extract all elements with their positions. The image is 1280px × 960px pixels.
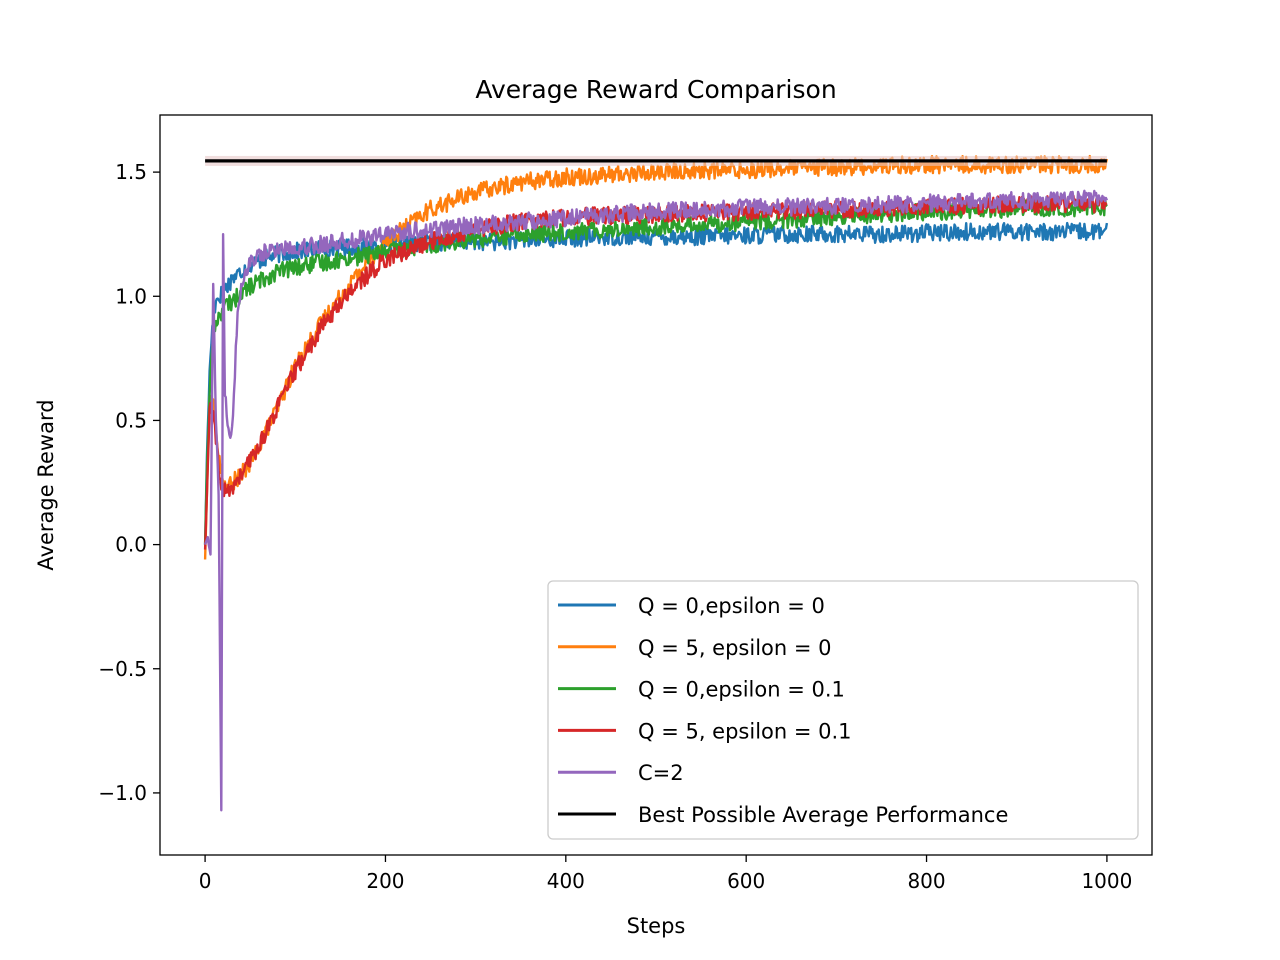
x-axis: 0 200 400 600 800 1000 [199, 855, 1132, 893]
x-tick-label: 0 [199, 869, 212, 893]
legend-label: Best Possible Average Performance [638, 803, 1008, 827]
x-tick-label: 800 [907, 869, 945, 893]
legend-label: Q = 5, epsilon = 0.1 [638, 719, 852, 743]
legend-label: Q = 0,epsilon = 0 [638, 594, 825, 618]
series-layer [203, 154, 1109, 812]
chart-title: Average Reward Comparison [475, 75, 836, 104]
legend: Q = 0,epsilon = 0 Q = 5, epsilon = 0 Q = 0… [547, 580, 1139, 840]
x-tick-label: 600 [727, 869, 765, 893]
legend-label: Q = 5, epsilon = 0 [638, 636, 832, 660]
y-tick-label: 0.0 [115, 533, 147, 557]
x-tick-label: 200 [366, 869, 404, 893]
legend-label: Q = 0,epsilon = 0.1 [638, 678, 845, 702]
series-line [203, 194, 1108, 550]
series-line [203, 189, 1109, 812]
plot-area [159, 114, 1153, 856]
x-axis-title: Steps [627, 914, 686, 938]
y-tick-label: 1.0 [115, 284, 147, 308]
y-axis: −1.0 −0.5 0.0 0.5 1.0 1.5 [98, 160, 160, 805]
y-tick-label: −0.5 [98, 657, 147, 681]
y-axis-title: Average Reward [34, 399, 58, 570]
y-tick-label: 0.5 [115, 408, 147, 432]
legend-box [547, 580, 1139, 840]
y-tick-label: −1.0 [98, 781, 147, 805]
plot-frame [159, 114, 1153, 856]
y-tick-label: 1.5 [115, 160, 147, 184]
x-tick-label: 400 [547, 869, 585, 893]
legend-label: C=2 [638, 761, 684, 785]
x-tick-label: 1000 [1081, 869, 1132, 893]
